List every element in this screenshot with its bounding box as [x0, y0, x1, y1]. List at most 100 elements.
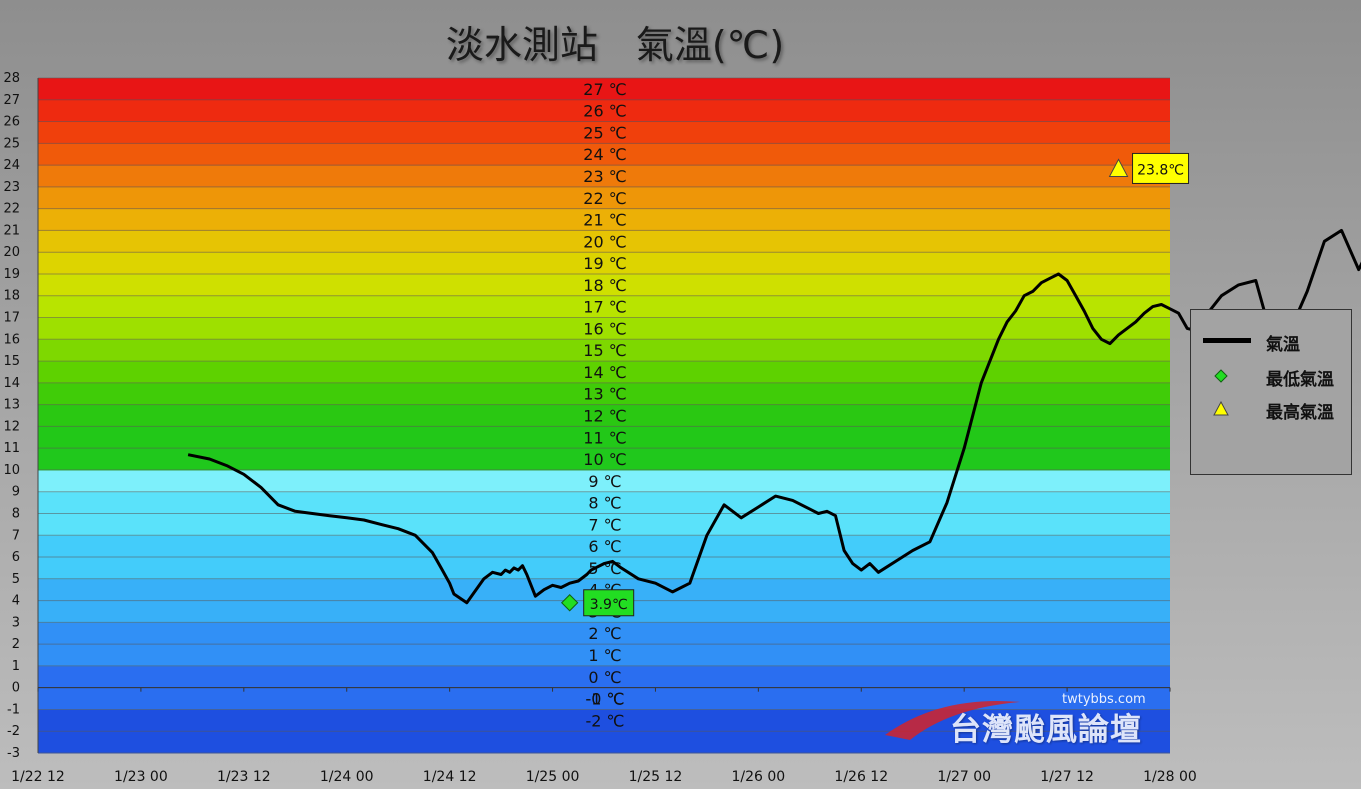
y-tick-label: 12 — [3, 419, 20, 434]
band-label: -2 ℃ — [585, 711, 624, 730]
temperature-band — [38, 252, 1170, 275]
max-temperature-label-box — [1132, 152, 1190, 184]
band-label: 8 ℃ — [588, 494, 621, 513]
legend-diamond-icon — [1214, 369, 1228, 383]
x-tick-label: 1/24 12 — [423, 769, 477, 785]
temperature-band — [38, 469, 1170, 493]
y-tick-label: 28 — [3, 71, 20, 86]
y-tick-label: 13 — [3, 398, 20, 413]
y-tick-label: 23 — [3, 180, 20, 195]
y-tick-label: 22 — [3, 202, 20, 217]
y-tick-label: 26 — [3, 115, 20, 130]
temperature-band — [38, 295, 1170, 319]
temperature-band — [38, 513, 1170, 536]
band-label: 10 ℃ — [583, 450, 626, 469]
x-tick-label: 1/27 12 — [1040, 769, 1094, 785]
y-tick-label: 6 — [12, 550, 20, 565]
temperature-band — [38, 687, 1170, 710]
chart-legend: 氣溫 最低氣溫 最高氣溫 — [1190, 309, 1352, 475]
band-label: 6 ℃ — [588, 537, 621, 556]
legend-label-max-temperature: 最高氣溫 — [1266, 403, 1334, 423]
x-tick-label: 1/28 00 — [1143, 769, 1197, 785]
temperature-band — [38, 382, 1170, 406]
y-tick-label: 25 — [3, 136, 20, 151]
legend-item-min-temperature: 最低氣溫 — [1191, 363, 1351, 390]
temperature-band — [38, 491, 1170, 514]
y-tick-label: 15 — [3, 354, 20, 369]
watermark-url: twtybbs.com — [1062, 692, 1146, 707]
x-tick-label: 1/25 12 — [629, 769, 683, 785]
band-label: 13 ℃ — [583, 385, 626, 404]
x-tick-label: 1/26 12 — [834, 769, 888, 785]
min-temperature-marker — [560, 594, 579, 612]
y-tick-label: 11 — [3, 441, 20, 456]
band-label: -0 ℃ — [585, 690, 624, 709]
y-tick-label: 21 — [3, 223, 20, 238]
temperature-band — [38, 339, 1170, 362]
temperature-band — [38, 448, 1170, 471]
x-tick-label: 1/25 00 — [526, 769, 580, 785]
temperature-band — [38, 557, 1170, 580]
band-label: 9 ℃ — [588, 472, 621, 491]
temperature-band — [38, 208, 1170, 231]
temperature-band — [38, 535, 1170, 558]
chart-title: 淡水測站 氣溫(℃) — [445, 23, 785, 67]
temperature-band — [38, 143, 1170, 166]
temperature-band — [38, 230, 1170, 253]
y-tick-label: 7 — [12, 528, 20, 543]
temperature-band — [38, 317, 1170, 340]
band-label: 11 ℃ — [583, 428, 626, 447]
y-tick-label: 8 — [12, 506, 20, 521]
band-label: 21 ℃ — [583, 211, 626, 230]
max-temperature-label: 23.8℃ — [1137, 162, 1184, 178]
y-tick-label: 27 — [3, 93, 20, 108]
x-tick-label: 1/27 00 — [937, 769, 991, 785]
band-label: 24 ℃ — [583, 145, 626, 164]
y-tick-label: 2 — [12, 637, 20, 652]
legend-label-temperature: 氣溫 — [1266, 335, 1300, 355]
band-label: 15 ℃ — [583, 341, 626, 360]
temperature-band — [38, 644, 1170, 667]
y-tick-label: 24 — [3, 158, 20, 173]
y-tick-label: -1 — [7, 702, 20, 717]
y-tick-label: 14 — [3, 376, 20, 391]
temperature-band — [38, 404, 1170, 427]
temperature-band — [38, 273, 1170, 297]
y-tick-label: 1 — [12, 659, 20, 674]
legend-item-max-temperature: 最高氣溫 — [1191, 396, 1351, 423]
watermark: twtybbs.com 台灣颱風論壇 — [880, 690, 1180, 748]
temperature-line — [187, 228, 1361, 605]
band-label: 26 ℃ — [583, 102, 626, 121]
band-label: 0 ℃ — [588, 668, 621, 687]
x-tick-label: 1/22 12 — [11, 769, 65, 785]
band-label: 27 ℃ — [583, 80, 626, 99]
y-tick-label: 5 — [12, 572, 20, 587]
y-tick-label: 16 — [3, 332, 20, 347]
temperature-band — [38, 99, 1170, 123]
temperature-band — [38, 78, 1170, 101]
temperature-band — [38, 622, 1170, 645]
temperature-band — [38, 731, 1170, 754]
temperature-band — [38, 361, 1170, 384]
band-label: 22 ℃ — [583, 189, 626, 208]
y-tick-label: 4 — [12, 594, 20, 609]
legend-label-min-temperature: 最低氣溫 — [1266, 370, 1334, 390]
temperature-band — [38, 165, 1170, 188]
band-label: 1 ℃ — [588, 646, 621, 665]
legend-triangle-icon — [1213, 401, 1229, 416]
temperature-band — [38, 665, 1170, 689]
band-label: -1 ℃ — [585, 690, 624, 709]
y-tick-label: 17 — [3, 311, 20, 326]
y-tick-label: -3 — [7, 746, 20, 761]
band-label: 14 ℃ — [583, 363, 626, 382]
y-tick-label: 9 — [12, 485, 20, 500]
watermark-text: 台灣颱風論壇 — [950, 712, 1142, 748]
band-label: 23 ℃ — [583, 167, 626, 186]
min-temperature-label: 3.9℃ — [590, 597, 628, 613]
min-temperature-label-box — [583, 589, 635, 617]
band-label: 19 ℃ — [583, 254, 626, 273]
watermark-swoosh-icon — [885, 700, 1020, 740]
y-tick-label: 0 — [12, 681, 20, 696]
x-tick-label: 1/23 00 — [114, 769, 168, 785]
